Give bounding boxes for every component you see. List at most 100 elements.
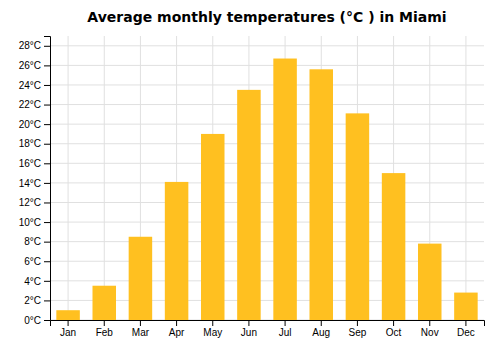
tick-label: Oct xyxy=(386,327,402,338)
tick-mark xyxy=(357,320,358,326)
tick-label: 16°C xyxy=(19,158,41,169)
grid-line-x xyxy=(68,36,69,320)
tick-mark xyxy=(44,85,50,86)
tick-label: 12°C xyxy=(19,197,41,208)
tick: 16°C xyxy=(19,158,50,169)
tick-label: 14°C xyxy=(19,178,41,189)
tick-mark xyxy=(68,320,69,326)
tick-mark xyxy=(44,105,50,106)
bar xyxy=(129,237,153,320)
tick: 24°C xyxy=(19,80,50,91)
tick-label: 2°C xyxy=(24,295,41,306)
tick: Sep xyxy=(349,320,367,338)
tick: 20°C xyxy=(19,119,50,130)
tick-label: 22°C xyxy=(19,99,41,110)
tick-mark xyxy=(44,65,50,66)
tick-label: 0°C xyxy=(24,315,41,326)
grid-line-y xyxy=(50,163,484,164)
tick: Dec xyxy=(457,320,475,338)
grid-line-y xyxy=(50,104,484,105)
y-axis: 0°C 2°C 4°C 6°C 8°C 10°C 12°C 14°C 16°C 18°C 20°C 2… xyxy=(19,37,51,326)
tick-label: 24°C xyxy=(19,80,41,91)
tick-label: Feb xyxy=(96,327,114,338)
tick: Apr xyxy=(169,320,185,338)
tick-mark xyxy=(44,261,50,262)
tick-label: 20°C xyxy=(19,119,41,130)
tick-label: Mar xyxy=(132,327,150,338)
bar xyxy=(418,244,442,320)
tick-mark xyxy=(44,222,50,223)
tick: 12°C xyxy=(19,197,50,208)
bar xyxy=(56,310,80,320)
tick-mark xyxy=(393,320,394,326)
tick: 2°C xyxy=(24,295,50,306)
tick-mark xyxy=(429,320,430,326)
tick-label: 4°C xyxy=(24,276,41,287)
tick-mark xyxy=(44,320,50,321)
tick: Aug xyxy=(312,320,330,338)
grid-line-y xyxy=(50,84,484,85)
x-axis: Jan Feb Mar Apr May Jun Jul Aug Sep Oct Nov Dec xyxy=(51,320,485,338)
tick-mark xyxy=(104,320,105,326)
tick-mark xyxy=(248,320,249,326)
tick-mark xyxy=(321,320,322,326)
bar xyxy=(92,286,116,320)
tick-mark xyxy=(44,242,50,243)
grid-line-y xyxy=(50,65,484,66)
tick: 8°C xyxy=(24,236,50,247)
tick-label: 18°C xyxy=(19,138,41,149)
tick: Jan xyxy=(60,320,76,338)
grid-line-y xyxy=(50,182,484,183)
tick-mark xyxy=(44,281,50,282)
title: Average monthly temperatures (°C ) in Mi… xyxy=(87,9,446,25)
tick-mark xyxy=(465,320,466,326)
tick-label: 26°C xyxy=(19,60,41,71)
tick-mark xyxy=(44,144,50,145)
tick: Mar xyxy=(132,320,150,338)
grid-line-y xyxy=(50,45,484,46)
bar xyxy=(382,173,406,320)
tick: May xyxy=(203,320,222,338)
tick-label: 6°C xyxy=(24,256,41,267)
grid-line-y xyxy=(50,202,484,203)
grid-line-x xyxy=(465,36,466,320)
bar xyxy=(165,182,189,320)
tick-mark xyxy=(176,320,177,326)
tick-mark xyxy=(212,320,213,326)
tick-label: Nov xyxy=(421,327,439,338)
bars xyxy=(56,59,477,320)
tick: 26°C xyxy=(19,60,50,71)
tick: Feb xyxy=(96,320,114,338)
grid-line-y xyxy=(50,241,484,242)
tick: 6°C xyxy=(24,256,50,267)
grid-line-y xyxy=(50,124,484,125)
bar xyxy=(309,69,333,320)
tick: 10°C xyxy=(19,217,50,228)
tick-label: Sep xyxy=(349,327,367,338)
axis-line xyxy=(51,321,485,327)
tick-mark xyxy=(44,124,50,125)
tick-mark xyxy=(285,320,286,326)
tick: 28°C xyxy=(19,40,50,51)
tick-mark xyxy=(44,163,50,164)
plot: Jan Feb Mar Apr May Jun Jul Aug Sep Oct Nov Dec 0°C 2… xyxy=(19,36,485,338)
tick: 0°C xyxy=(24,315,50,326)
grid-line-y xyxy=(50,222,484,223)
chart: Jan Feb Mar Apr May Jun Jul Aug Sep Oct Nov Dec 0°C 2… xyxy=(0,0,500,350)
tick: 4°C xyxy=(24,276,50,287)
tick-mark xyxy=(140,320,141,326)
tick-mark xyxy=(44,202,50,203)
tick: 18°C xyxy=(19,138,50,149)
grid xyxy=(50,36,484,320)
tick: Jun xyxy=(241,320,257,338)
tick-mark xyxy=(44,300,50,301)
bar xyxy=(201,134,225,320)
tick-label: May xyxy=(203,327,222,338)
bar xyxy=(237,90,261,320)
tick-label: Jul xyxy=(279,327,292,338)
tick-label: Dec xyxy=(457,327,475,338)
tick: Nov xyxy=(421,320,439,338)
tick: Oct xyxy=(386,320,402,338)
tick: 22°C xyxy=(19,99,50,110)
bar xyxy=(346,113,370,320)
